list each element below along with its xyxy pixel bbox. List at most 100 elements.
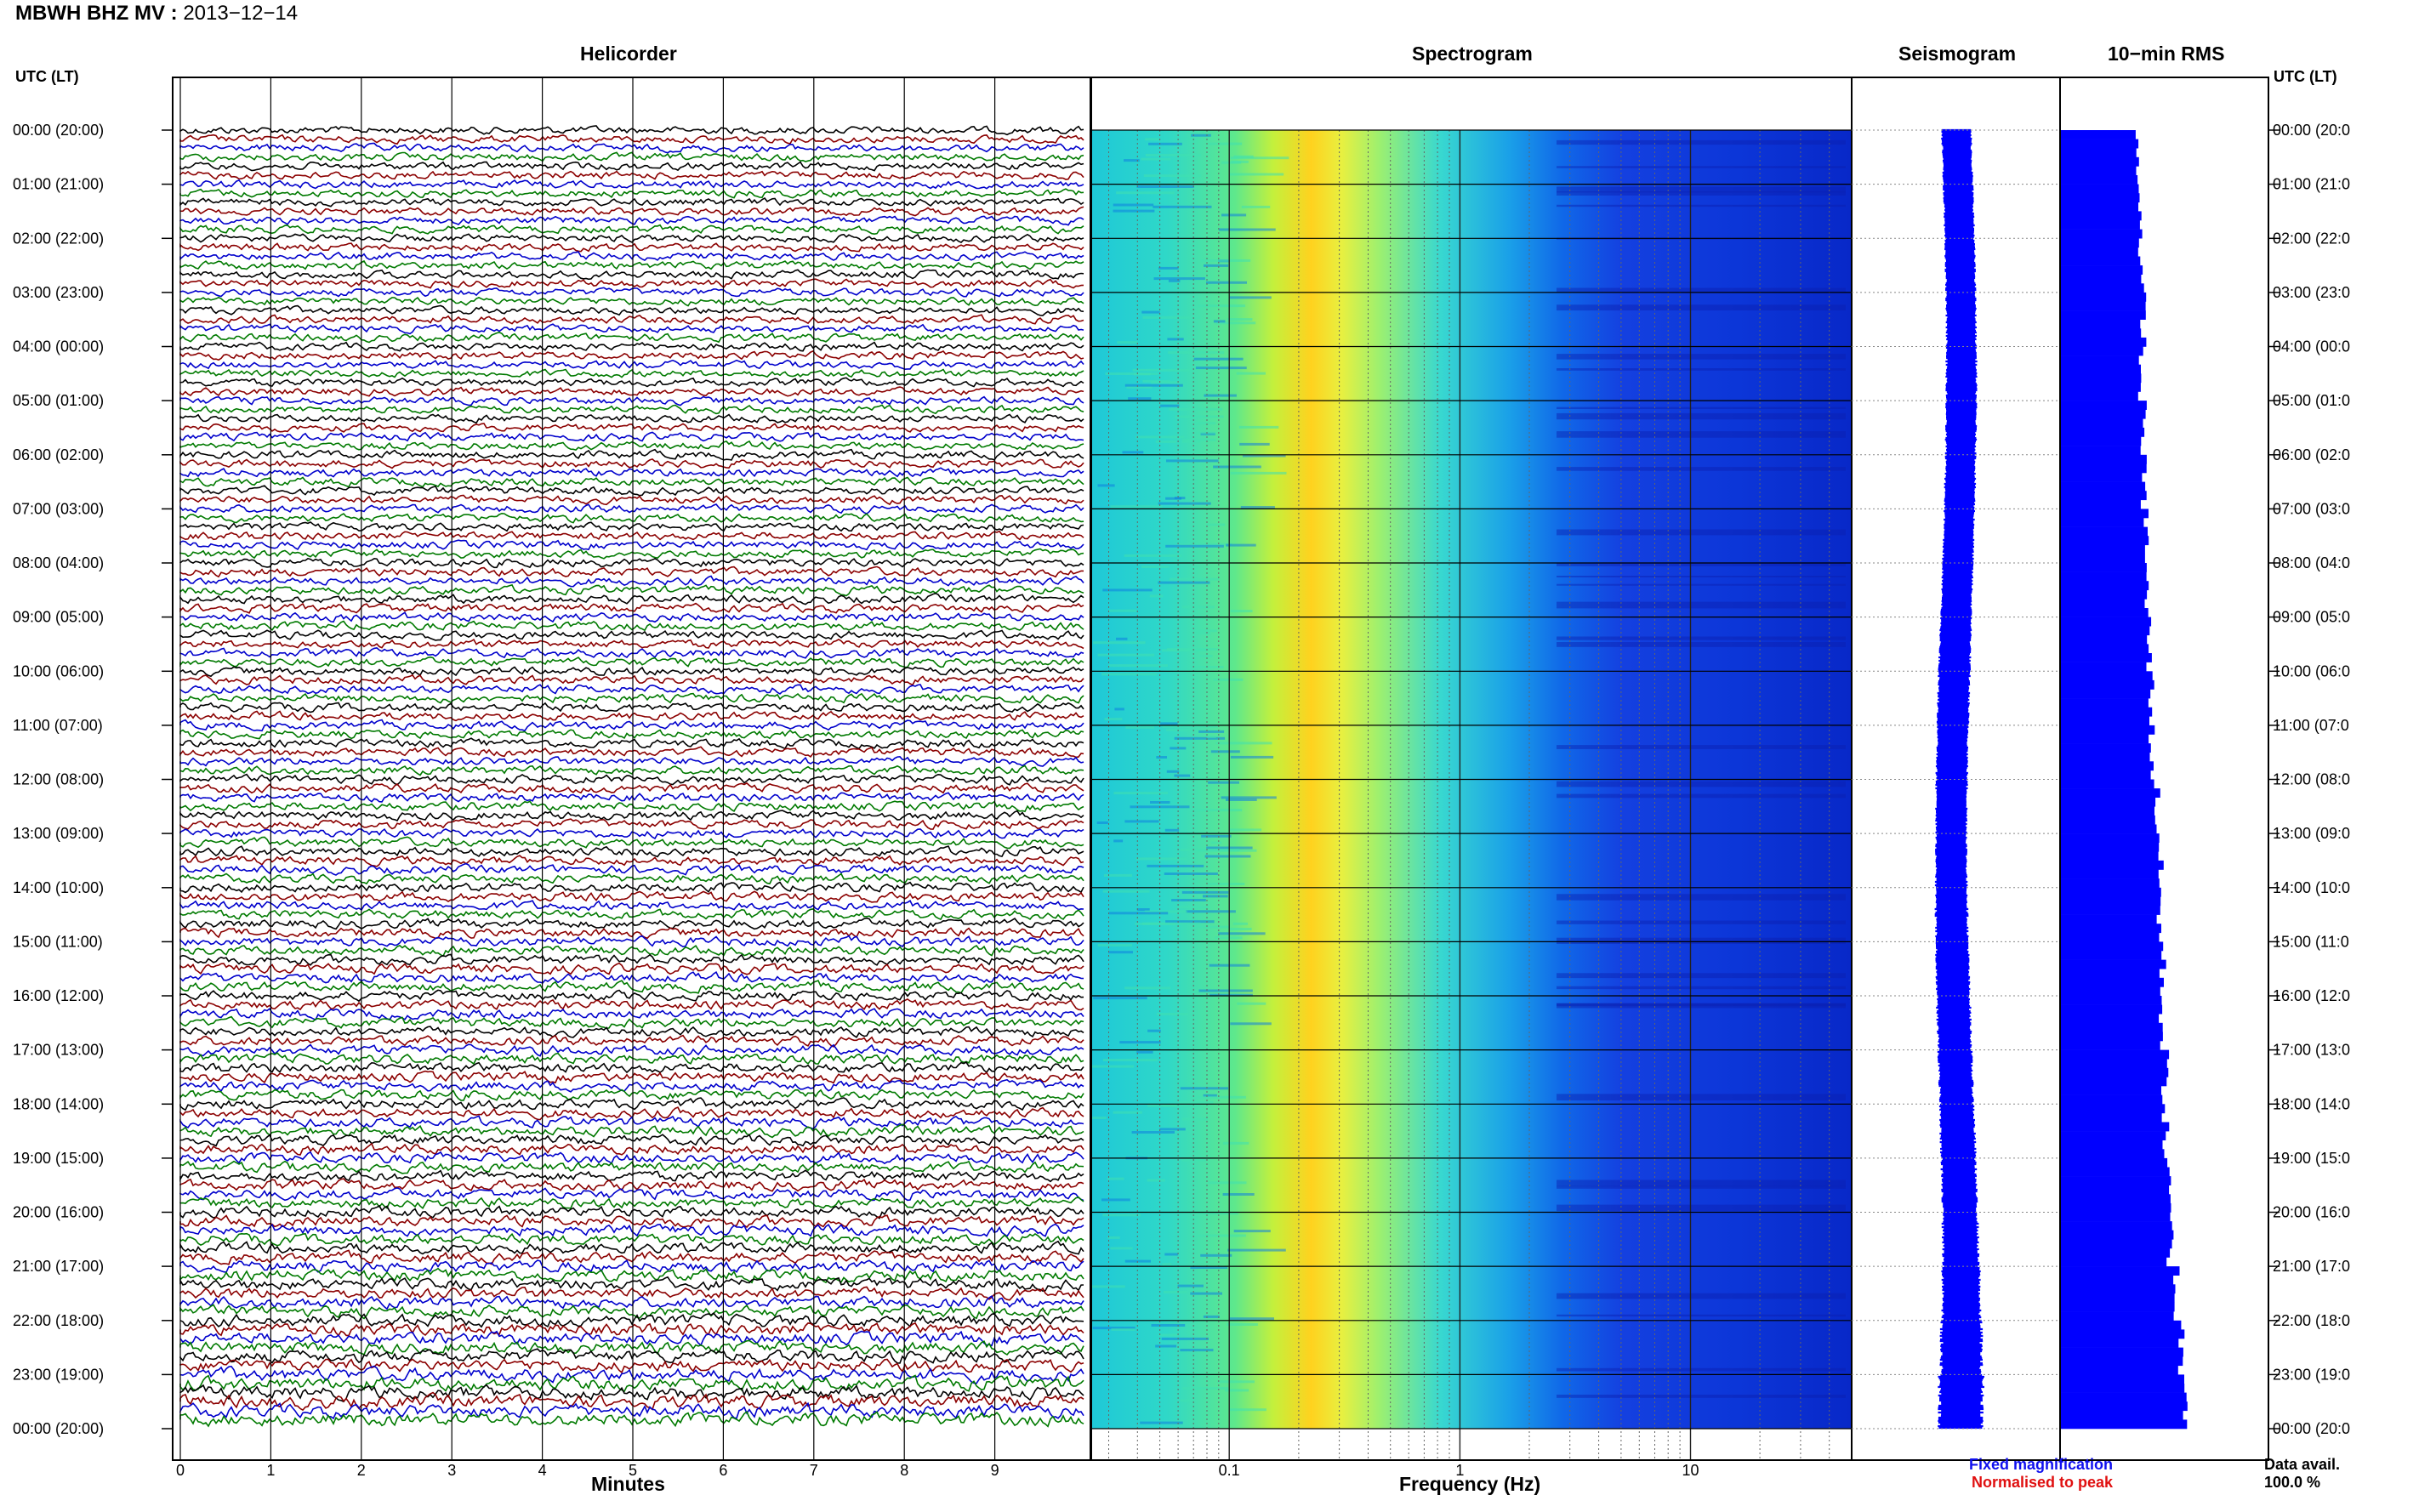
rms-bar <box>2060 509 2149 519</box>
helicorder-trace <box>179 917 1084 930</box>
spectrogram-streak <box>1186 910 1236 913</box>
spectrogram-streak <box>1140 1421 1183 1424</box>
helicorder-trace <box>179 719 1084 732</box>
spectrogram-streak <box>1102 1059 1158 1061</box>
helicorder-trace <box>179 1061 1084 1074</box>
helicorder-trace <box>179 927 1084 940</box>
time-tick-label-right: 04:00 (00:0 <box>2273 338 2350 355</box>
time-tick-label-left: 19:00 (15:00) <box>13 1150 104 1167</box>
rms-bar <box>2060 951 2162 960</box>
helicorder-trace <box>179 674 1084 686</box>
rms-bar <box>2060 1077 2167 1087</box>
rms-bar <box>2060 716 2149 726</box>
time-tick-label-left: 02:00 (22:00) <box>13 230 104 247</box>
spectrogram-streak <box>1162 1263 1172 1266</box>
rms-bar <box>2060 292 2147 302</box>
time-tick-label-right: 12:00 (08:0 <box>2273 771 2350 788</box>
rms-bar <box>2060 1230 2174 1240</box>
spectrogram-streak <box>1233 1230 1271 1233</box>
rms-bar <box>2060 878 2160 888</box>
helicorder-title: Helicorder <box>580 43 677 65</box>
rms-bar <box>2060 337 2147 347</box>
rms-bar <box>2060 1275 2174 1285</box>
spectrogram-streak <box>1242 454 1286 458</box>
helicorder-trace <box>179 1223 1084 1237</box>
spectrogram-streak <box>1093 997 1147 1000</box>
spectrogram-streak <box>1134 372 1151 376</box>
spectrogram-streak <box>1225 1389 1249 1392</box>
rms-bar <box>2060 634 2148 645</box>
spectrogram-texture <box>1090 134 1846 1424</box>
rms-bar <box>2060 653 2152 662</box>
spectrogram-streak <box>1131 1131 1175 1134</box>
rms-bar <box>2060 274 2142 284</box>
helicorder-trace <box>179 1348 1084 1364</box>
helicorder-trace <box>179 755 1084 767</box>
rms-bar <box>2060 1311 2174 1321</box>
rms-bar <box>2060 473 2143 482</box>
helicorder-trace <box>179 800 1084 813</box>
rms-bar <box>2060 707 2153 717</box>
spectrogram-streak <box>1102 890 1150 893</box>
spectrogram-streak <box>1227 1323 1258 1326</box>
spectrogram-streak <box>1557 139 1846 145</box>
rms-bar <box>2060 454 2147 464</box>
rms-bar <box>2060 139 2139 149</box>
spectrogram-streak <box>1151 381 1180 384</box>
helicorder-xlabel: Minutes <box>591 1473 665 1495</box>
spectrogram-streak <box>1201 834 1232 838</box>
rms-bar <box>2060 906 2160 915</box>
helicorder-trace <box>179 1330 1084 1347</box>
rms-bar <box>2060 499 2141 509</box>
helicorder-trace <box>179 666 1084 678</box>
spectrogram-streak <box>1198 304 1245 308</box>
spectrogram-streak <box>1164 828 1180 832</box>
spectrogram-streak <box>1092 1327 1136 1330</box>
helicorder-trace <box>179 611 1084 623</box>
helicorder-trace <box>179 395 1084 406</box>
time-tick-label-left: 00:00 (20:00) <box>13 122 104 139</box>
spectrogram-streak <box>1101 673 1158 676</box>
spectrogram-streak <box>1557 1003 1846 1007</box>
rms-bar <box>2060 130 2136 139</box>
helicorder-trace <box>179 1169 1084 1183</box>
helicorder-trace <box>179 810 1084 822</box>
spectrogram-streak <box>1229 828 1262 832</box>
time-tick-label-left: 05:00 (01:00) <box>13 392 104 409</box>
spectrogram-streak <box>1141 922 1201 925</box>
spectrogram-streak <box>1125 725 1155 729</box>
spectrogram-streak <box>1222 1193 1255 1196</box>
rms-bar <box>2060 310 2146 320</box>
spectrogram-streak <box>1189 632 1210 635</box>
spectrogram-streak <box>1108 664 1168 668</box>
rms-bar <box>2060 571 2147 582</box>
spectrogram-streak <box>1101 1198 1130 1202</box>
rms-bar <box>2060 283 2144 293</box>
station-date: 2013−12−14 <box>183 2 299 25</box>
data-availability-value: 100.0 % <box>2264 1474 2321 1491</box>
rms-bar <box>2060 202 2138 212</box>
helicorder-trace <box>179 765 1084 776</box>
helicorder-trace <box>179 1286 1084 1301</box>
spectrogram-streak <box>1221 796 1277 799</box>
rms-bar <box>2060 536 2149 546</box>
helicorder-trace <box>179 278 1084 289</box>
spectrogram-streak <box>1128 397 1152 401</box>
spectrogram-streak <box>1097 484 1115 487</box>
rms-bar <box>2060 1004 2163 1015</box>
rms-bar <box>2060 815 2155 825</box>
rms-bar <box>2060 761 2154 771</box>
spectrogram-streak <box>1557 1395 1846 1398</box>
spectrogram-streak <box>1182 1387 1229 1390</box>
rms-bar <box>2060 869 2159 879</box>
helicorder-trace <box>179 368 1084 378</box>
spectrogram-streak <box>1557 1314 1846 1317</box>
spectrogram-streak <box>1108 609 1137 612</box>
helicorder-trace <box>179 827 1084 840</box>
rms-bar <box>2060 671 2153 681</box>
helicorder-trace <box>179 818 1084 830</box>
rms-bar <box>2060 526 2148 537</box>
spectrogram-streak <box>1208 1181 1247 1185</box>
spectrogram-tick-label: 0.1 <box>1219 1462 1240 1479</box>
rms-bar <box>2060 1293 2175 1303</box>
